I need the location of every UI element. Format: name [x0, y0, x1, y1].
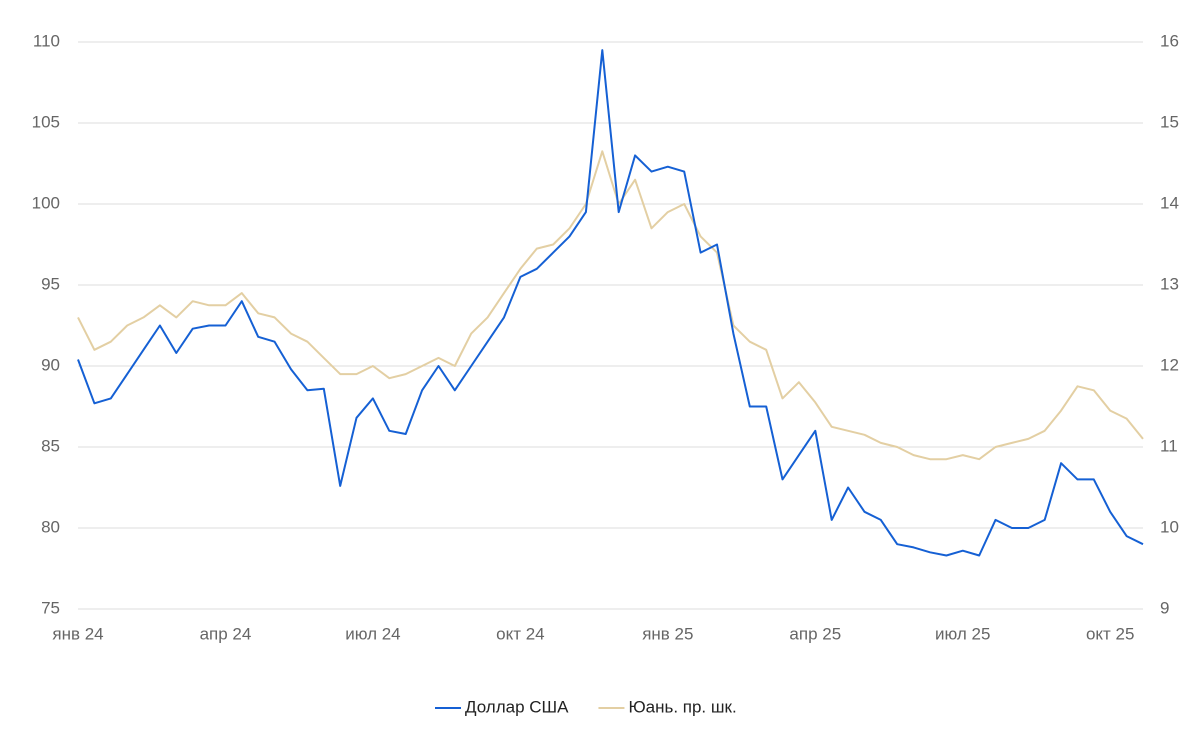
line-series: [77, 49, 1144, 557]
line-series: [77, 150, 1144, 461]
x-tick-label: окт 25: [1086, 624, 1135, 643]
y2-tick-label: 16: [1160, 31, 1179, 50]
y-tick-label: 80: [41, 517, 60, 536]
y2-tick-label: 9: [1160, 598, 1169, 617]
y2-tick-label: 12: [1160, 355, 1179, 374]
y-tick-label: 95: [41, 274, 60, 293]
x-tick-label: окт 24: [496, 624, 545, 643]
x-tick-label: янв 24: [52, 624, 103, 643]
x-tick-label: апр 24: [200, 624, 252, 643]
x-tick-label: июл 25: [935, 624, 990, 643]
y2-tick-label: 13: [1160, 274, 1179, 293]
y2-tick-label: 11: [1160, 436, 1178, 455]
x-tick-label: июл 24: [345, 624, 400, 643]
legend-label: Юань. пр. шк.: [628, 697, 736, 716]
y-tick-label: 110: [33, 31, 60, 50]
legend-label: Доллар США: [465, 697, 569, 716]
legend: Доллар США Юань. пр. шк.: [435, 697, 737, 716]
y2-tick-label: 14: [1160, 193, 1179, 212]
y-tick-label: 85: [41, 436, 60, 455]
y2-tick-label: 15: [1160, 112, 1179, 131]
y2-tick-label: 10: [1160, 517, 1179, 536]
y-tick-label: 100: [32, 193, 60, 212]
x-tick-label: апр 25: [789, 624, 841, 643]
x-tick-label: янв 25: [642, 624, 693, 643]
y-tick-label: 105: [32, 112, 60, 131]
y-tick-label: 75: [41, 598, 60, 617]
y-tick-label: 90: [41, 355, 60, 374]
